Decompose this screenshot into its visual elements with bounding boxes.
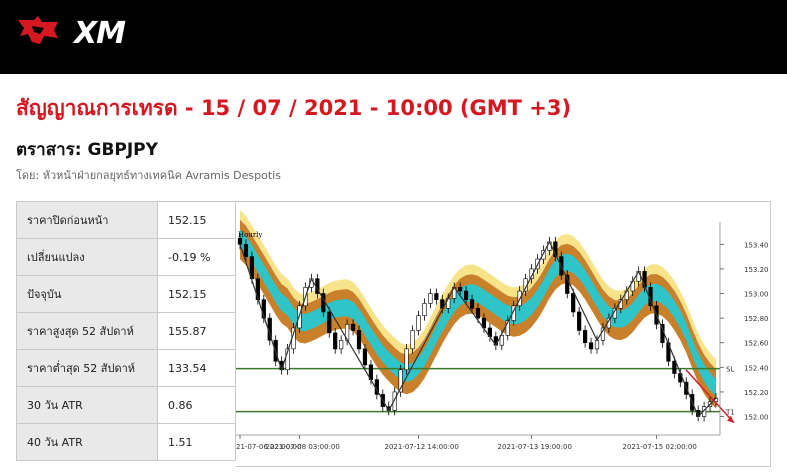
y-tick-label: 152.80 xyxy=(744,315,769,323)
zigzag-line xyxy=(239,240,717,418)
stat-value: 1.51 xyxy=(157,423,236,461)
candle-body xyxy=(469,299,475,309)
page-title: สัญญาณการเทรด - 15 / 07 / 2021 - 10:00 (… xyxy=(16,96,572,120)
forecast-arrow-head xyxy=(727,415,734,423)
candle-body xyxy=(505,320,510,336)
table-row: ราคาสูงสุด 52 สัปดาห์ 155.87 xyxy=(16,312,236,350)
candle-body xyxy=(571,293,576,313)
xm-logo[interactable]: XM xyxy=(14,12,134,52)
candle-body xyxy=(582,330,588,344)
candle-body xyxy=(499,335,504,346)
candle-body xyxy=(588,342,594,350)
candle-body xyxy=(565,274,570,294)
stat-value: -0.19 % xyxy=(157,238,236,276)
candle-body xyxy=(672,360,677,374)
stat-label: ราคาปิดก่อนหน้า xyxy=(16,201,158,239)
level-label-t1: T1 xyxy=(725,409,735,417)
stat-value: 152.15 xyxy=(157,201,236,239)
candle-body xyxy=(356,330,362,350)
stat-label: ปัจจุบัน xyxy=(16,275,158,313)
candle-body xyxy=(350,323,356,331)
x-tick-label: 2021-07-08 03:00:00 xyxy=(266,443,340,451)
x-tick-label: 2021-07-12 14:00:00 xyxy=(385,443,459,451)
y-tick-label: 152.00 xyxy=(744,414,769,422)
candle-body xyxy=(577,311,582,331)
y-tick-label: 152.40 xyxy=(744,364,769,372)
y-tick-label: 153.20 xyxy=(744,266,769,274)
x-tick-label: 2021-07-15 02:00:00 xyxy=(623,443,697,451)
candle-body xyxy=(440,299,445,309)
instrument-label: ตราสาร: GBPJPY xyxy=(16,140,158,160)
candle-body xyxy=(434,293,439,300)
chart-canvas: SL T1 153.40 153.20 153.00 152.80 152.60 152.40… xyxy=(236,209,769,451)
stat-label: ราคาต่ำสุด 52 สัปดาห์ xyxy=(16,349,158,387)
table-row: ปัจจุบัน 152.15 xyxy=(16,275,236,313)
table-row: เปลี่ยนแปลง -0.19 % xyxy=(16,238,236,276)
y-tick-label: 152.20 xyxy=(744,389,769,397)
y-tick-label: 152.60 xyxy=(744,340,769,348)
candle-body xyxy=(339,339,344,350)
table-row: ราคาปิดก่อนหน้า 152.15 xyxy=(16,201,236,239)
candle-body xyxy=(404,348,409,371)
ma-band-upper xyxy=(240,209,716,370)
table-row: 40 วัน ATR 1.51 xyxy=(16,423,236,461)
x-tick-label: 2021-07-13 19:00:00 xyxy=(498,443,572,451)
candle-body xyxy=(541,250,546,260)
table-row: 30 วัน ATR 0.86 xyxy=(16,386,236,424)
stat-value: 152.15 xyxy=(157,275,236,313)
y-tick-label: 153.00 xyxy=(744,291,769,299)
candle-body xyxy=(327,311,332,334)
table-row: ราคาต่ำสุด 52 สัปดาห์ 133.54 xyxy=(16,349,236,387)
forecast-arrow-line xyxy=(685,369,735,424)
brand-header: XM xyxy=(0,0,787,74)
candle-body xyxy=(464,290,469,300)
stat-label: 40 วัน ATR xyxy=(16,423,158,461)
candle-body xyxy=(422,303,427,316)
candle-body xyxy=(237,237,243,245)
stat-label: ราคาสูงสุด 52 สัปดาห์ xyxy=(16,312,158,350)
stat-value: 155.87 xyxy=(157,312,236,350)
price-chart: SL T1 153.40 153.20 153.00 152.80 152.60 152.40… xyxy=(236,201,771,467)
candle-body xyxy=(243,244,249,257)
level-label-sl: SL xyxy=(726,366,734,374)
stat-label: 30 วัน ATR xyxy=(16,386,158,424)
candle-body xyxy=(362,348,368,366)
candle-body xyxy=(333,332,338,350)
candle-body xyxy=(594,339,600,350)
author-line: โดย: หัวหน้าฝ่ายกลยุทธ์ทางเทคนิค Avramis… xyxy=(16,169,281,182)
stats-table: ราคาปิดก่อนหน้า 152.15 เปลี่ยนแปลง -0.19 %… xyxy=(16,201,236,461)
bull-logo-icon xyxy=(18,16,58,44)
candle-body xyxy=(416,315,421,331)
stat-label: เปลี่ยนแปลง xyxy=(16,238,158,276)
candle-body xyxy=(392,391,397,411)
candle-body xyxy=(410,330,415,350)
stat-value: 133.54 xyxy=(157,349,236,387)
brand-name: XM xyxy=(74,16,126,51)
timeframe-label: Hourly xyxy=(238,231,262,239)
candle-body xyxy=(285,348,290,371)
candle-body xyxy=(458,287,463,292)
candle-body xyxy=(428,293,433,304)
y-tick-label: 153.40 xyxy=(744,241,769,249)
stat-value: 0.86 xyxy=(157,386,236,424)
candle-body xyxy=(398,369,403,393)
candle-body xyxy=(475,307,481,319)
x-tick-label: 21-07-06 22:00:00 xyxy=(236,443,301,451)
